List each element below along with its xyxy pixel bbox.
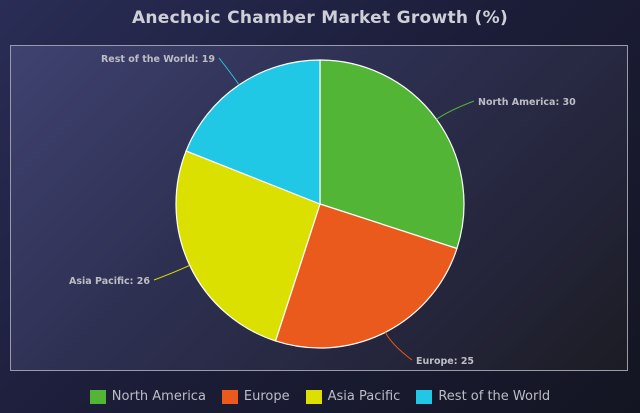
leader-line [436,100,475,120]
legend-label: North America [111,389,206,404]
legend-swatch [221,389,238,404]
legend-item[interactable]: Rest of the World [416,389,550,404]
pie-slice-north-america [319,59,465,250]
legend-item[interactable]: Asia Pacific [305,389,401,404]
legend-item[interactable]: North America [89,389,206,404]
legend: North America Europe Asia Pacific Rest of t… [0,389,640,404]
leader-line [384,332,413,361]
data-label: Europe: 25 [416,356,474,367]
pie-slice-europe [274,203,458,349]
legend-swatch [305,389,322,404]
data-label: Asia Pacific: 26 [69,276,150,287]
leader-line [153,264,190,281]
legend-label: Rest of the World [438,389,551,404]
legend-swatch [89,389,106,404]
chart-title: Anechoic Chamber Market Growth (%) [131,8,509,28]
leader-line [218,57,240,86]
pie-slice-asia-pacific [175,150,321,342]
legend-label: Asia Pacific [327,389,401,404]
legend-swatch [416,389,433,404]
legend-label: Europe [243,389,290,404]
data-label: Rest of the World: 19 [101,54,215,65]
data-label: North America: 30 [478,97,576,108]
legend-item[interactable]: Europe [221,389,290,404]
